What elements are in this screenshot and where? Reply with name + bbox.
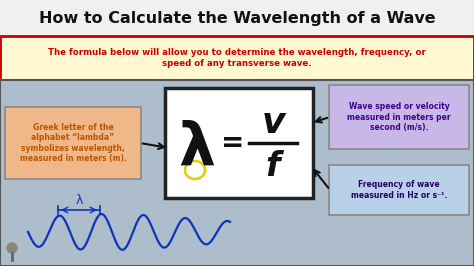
FancyBboxPatch shape [329,85,469,149]
Text: How to Calculate the Wavelength of a Wave: How to Calculate the Wavelength of a Wav… [39,10,435,26]
Circle shape [7,243,17,253]
Text: Greek letter of the
alphabet “lambda”
symbolizes wavelength,
measured in meters : Greek letter of the alphabet “lambda” sy… [19,123,127,163]
FancyBboxPatch shape [0,36,474,80]
Text: λ: λ [179,119,216,177]
Text: v: v [261,106,285,140]
FancyBboxPatch shape [0,0,474,36]
Text: Wave speed or velocity
measured in meters per
second (m/s).: Wave speed or velocity measured in meter… [347,102,451,132]
FancyBboxPatch shape [165,88,313,198]
Text: Frequency of wave
measured in Hz or s⁻¹.: Frequency of wave measured in Hz or s⁻¹. [351,180,447,200]
Text: λ: λ [75,194,82,207]
FancyBboxPatch shape [0,80,474,266]
Text: f: f [266,149,280,182]
Text: =: = [221,129,245,157]
FancyBboxPatch shape [5,107,141,179]
Text: The formula below will allow you to determine the wavelength, frequency, or
spee: The formula below will allow you to dete… [48,48,426,68]
FancyBboxPatch shape [329,165,469,215]
